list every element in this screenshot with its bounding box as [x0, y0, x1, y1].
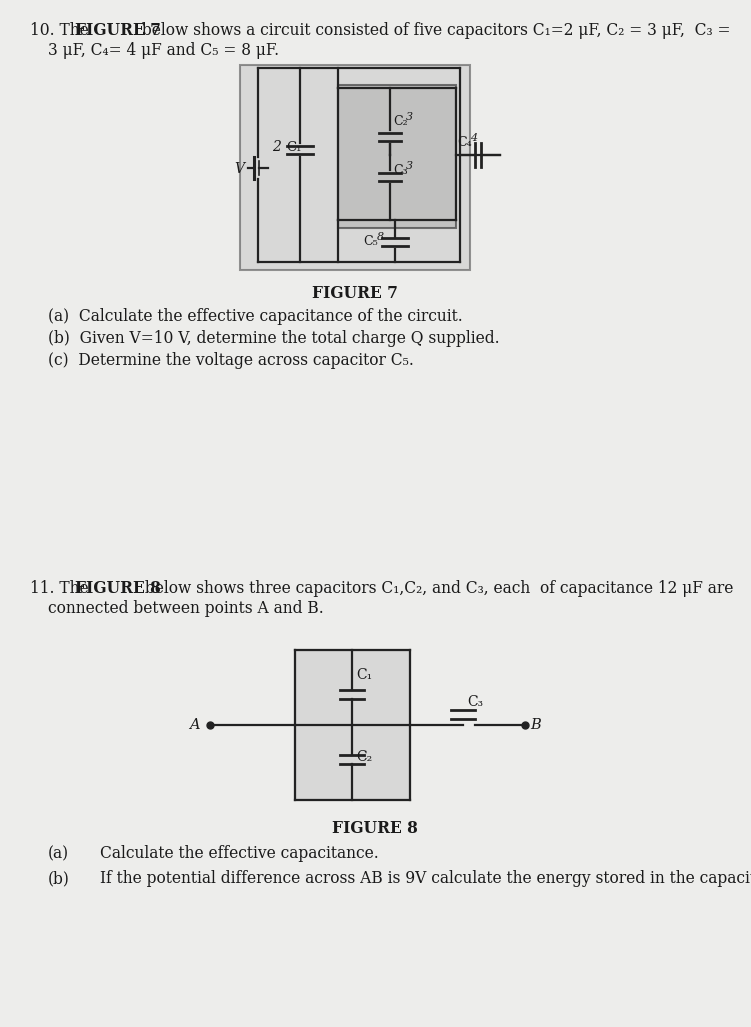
Text: below shows three capacitors C₁,C₂, and C₃, each  of capacitance 12 μF are: below shows three capacitors C₁,C₂, and …	[140, 580, 734, 597]
Text: B: B	[530, 718, 541, 732]
Bar	[295, 650, 410, 800]
Text: C₂: C₂	[356, 750, 372, 764]
Text: FIGURE 7: FIGURE 7	[312, 286, 398, 302]
Text: C₅: C₅	[363, 235, 378, 248]
Text: FIGURE 7: FIGURE 7	[75, 22, 161, 39]
Text: FIGURE 8: FIGURE 8	[75, 580, 161, 597]
Text: 3 μF, C₄= 4 μF and C₅ = 8 μF.: 3 μF, C₄= 4 μF and C₅ = 8 μF.	[48, 42, 279, 59]
Text: (a)  Calculate the effective capacitance of the circuit.: (a) Calculate the effective capacitance …	[48, 308, 463, 325]
Text: (b): (b)	[48, 870, 70, 887]
Text: 8: 8	[377, 232, 384, 242]
Bar	[338, 85, 456, 228]
Text: 4: 4	[470, 134, 477, 143]
Text: (c)  Determine the voltage across capacitor C₅.: (c) Determine the voltage across capacit…	[48, 352, 414, 369]
Text: 11. The: 11. The	[30, 580, 94, 597]
Text: C₄: C₄	[457, 136, 472, 149]
Text: 3: 3	[406, 161, 413, 172]
Text: C₁: C₁	[356, 668, 372, 682]
Text: C₂: C₂	[393, 115, 408, 128]
Text: (b)  Given V=10 V, determine the total charge Q supplied.: (b) Given V=10 V, determine the total ch…	[48, 330, 499, 347]
Text: 2: 2	[272, 140, 281, 154]
Text: C₃: C₃	[467, 695, 483, 709]
Text: V: V	[234, 162, 244, 176]
Text: FIGURE 8: FIGURE 8	[332, 820, 418, 837]
Bar	[240, 65, 470, 270]
Text: C₃: C₃	[393, 164, 408, 177]
Text: A: A	[189, 718, 200, 732]
Text: connected between points A and B.: connected between points A and B.	[48, 600, 324, 617]
Text: below shows a circuit consisted of five capacitors C₁=2 μF, C₂ = 3 μF,  C₃ =: below shows a circuit consisted of five …	[137, 22, 731, 39]
Text: 10. The: 10. The	[30, 22, 94, 39]
Text: If the potential difference across AB is 9V calculate the energy stored in the c: If the potential difference across AB is…	[100, 870, 751, 887]
Text: (a): (a)	[48, 845, 69, 862]
Text: 3: 3	[406, 112, 413, 122]
Text: Calculate the effective capacitance.: Calculate the effective capacitance.	[100, 845, 379, 862]
Text: C₁: C₁	[286, 141, 301, 154]
